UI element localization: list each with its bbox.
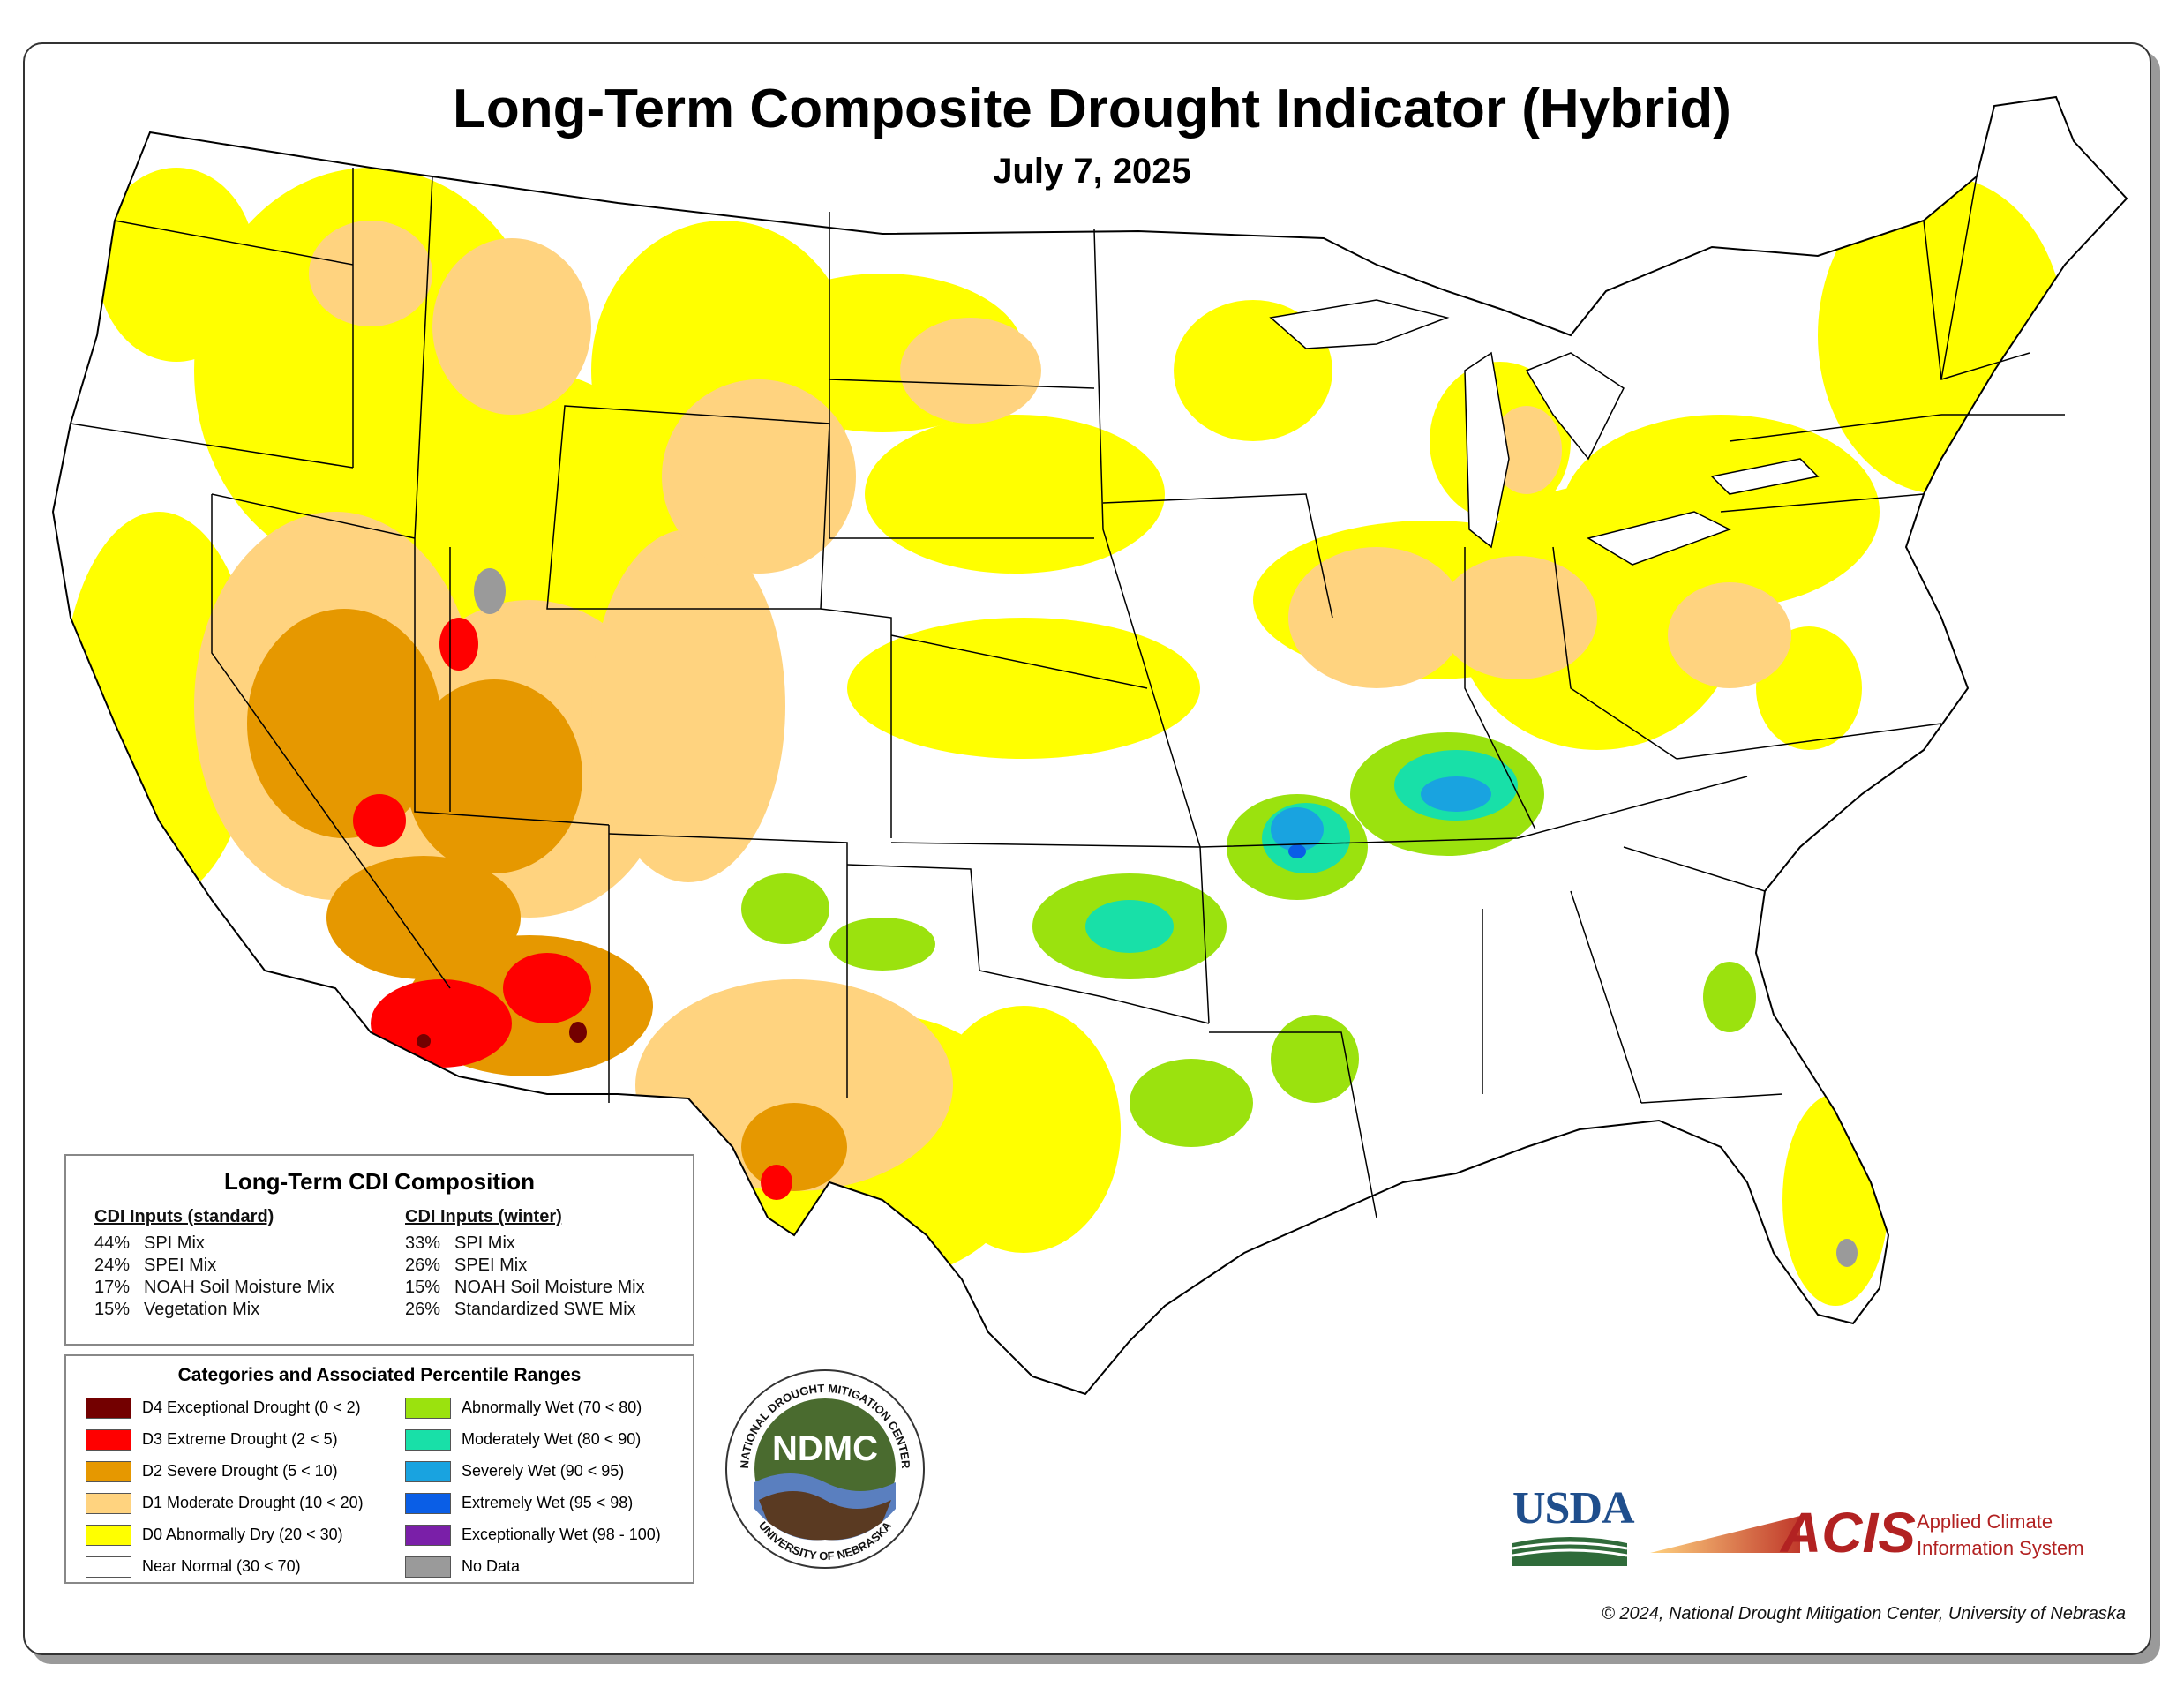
legend-item: Severely Wet (90 < 95) [405,1459,625,1483]
standard-input-row: 15% Vegetation Mix [94,1300,260,1319]
legend-item: Moderately Wet (80 < 90) [405,1428,641,1451]
us-outline [51,95,2128,1396]
legend-swatch [405,1525,451,1547]
d4-areas [417,1022,587,1048]
legend-swatch [405,1556,451,1578]
composition-heading: Long-Term CDI Composition [224,1168,535,1195]
usda-logo: USDA [1512,1482,1635,1566]
standard-inputs: CDI Inputs (standard) 44% SPI Mix 24% SPEI… [94,1207,334,1321]
legend-label: No Data [462,1557,521,1575]
legend-swatch [86,1429,131,1451]
standard-input-row: 44% SPI Mix [94,1233,205,1253]
winter-input-row: 26% Standardized SWE Mix [405,1300,636,1319]
legend-label: Near Normal (30 < 70) [142,1557,301,1575]
legend-swatch [405,1429,451,1451]
map-title: Long-Term Composite Drought Indicator (H… [453,79,1731,139]
legend-item: D2 Severe Drought (5 < 10) [86,1459,338,1483]
categories-legend: Categories and Associated Percentile Ran… [64,1354,694,1584]
legend-item: Near Normal (30 < 70) [86,1555,301,1578]
legend-label: D4 Exceptional Drought (0 < 2) [142,1398,361,1416]
standard-input-row: 17% NOAH Soil Moisture Mix [94,1278,334,1297]
d3-areas [353,618,792,1200]
drought-shading [53,97,2127,1394]
acis-line2: Information System [1917,1537,2084,1559]
legend-item: D1 Moderate Drought (10 < 20) [86,1491,364,1515]
legend-label: D3 Extreme Drought (2 < 5) [142,1430,338,1448]
legend-swatch [86,1556,131,1578]
winter-inputs: CDI Inputs (winter) 33% SPI Mix 26% SPEI M… [405,1207,645,1321]
legend-item: D0 Abnormally Dry (20 < 30) [86,1523,343,1547]
no-data-areas [474,568,1858,1267]
severely-wet-areas [1271,776,1491,851]
acis-wordmark: ACIS [1781,1501,1916,1564]
winter-inputs-heading: CDI Inputs (winter) [405,1207,562,1226]
acis-logo: ACIS Applied Climate Information System [1650,1500,2127,1571]
legend-label: D0 Abnormally Dry (20 < 30) [142,1526,343,1543]
legend-swatch [86,1461,131,1483]
legend-label: Abnormally Wet (70 < 80) [462,1398,642,1416]
winter-input-row: 26% SPEI Mix [405,1256,528,1275]
acis-line1: Applied Climate [1917,1511,2053,1533]
usda-hills-icon [1512,1537,1628,1566]
state-borders [70,168,2065,1218]
legend-label: Exceptionally Wet (98 - 100) [462,1526,661,1543]
ndmc-wordmark: NDMC [772,1429,878,1468]
map-date: July 7, 2025 [993,152,1191,191]
standard-input-row: 24% SPEI Mix [94,1256,217,1275]
legend-item: Abnormally Wet (70 < 80) [405,1396,642,1420]
legend-swatch [86,1493,131,1515]
acis-wedge-icon [1650,1516,1800,1553]
legend-swatch [86,1525,131,1547]
legend-item: Extremely Wet (95 < 98) [405,1491,634,1515]
legend-swatch [86,1398,131,1420]
cdi-composition-panel: Long-Term CDI Composition CDI Inputs (st… [64,1154,694,1346]
ndmc-logo: NDMC NATIONAL DROUGHT MITIGATION CENTER … [725,1369,925,1569]
legend-label: Severely Wet (90 < 95) [462,1462,625,1480]
legend-label: D1 Moderate Drought (10 < 20) [142,1494,364,1511]
legend-item: D4 Exceptional Drought (0 < 2) [86,1396,361,1420]
great-lakes [1269,299,1820,566]
extremely-wet-areas [1288,844,1306,858]
legend-label: Moderately Wet (80 < 90) [462,1430,642,1448]
legend-swatch [405,1493,451,1515]
legend-label: Extremely Wet (95 < 98) [462,1494,634,1511]
standard-inputs-heading: CDI Inputs (standard) [94,1207,274,1226]
usda-wordmark: USDA [1512,1483,1635,1533]
winter-input-row: 33% SPI Mix [405,1233,515,1253]
legend-item: D3 Extreme Drought (2 < 5) [86,1428,338,1451]
legend-swatch [405,1398,451,1420]
legend-item: No Data [405,1555,520,1578]
categories-heading: Categories and Associated Percentile Ran… [177,1365,582,1385]
copyright: © 2024, National Drought Mitigation Cent… [1602,1604,2126,1623]
legend-swatch [405,1461,451,1483]
legend-item: Exceptionally Wet (98 - 100) [405,1523,661,1547]
winter-input-row: 15% NOAH Soil Moisture Mix [405,1278,645,1297]
legend-label: D2 Severe Drought (5 < 10) [142,1462,338,1480]
d1-areas [194,221,1791,1191]
